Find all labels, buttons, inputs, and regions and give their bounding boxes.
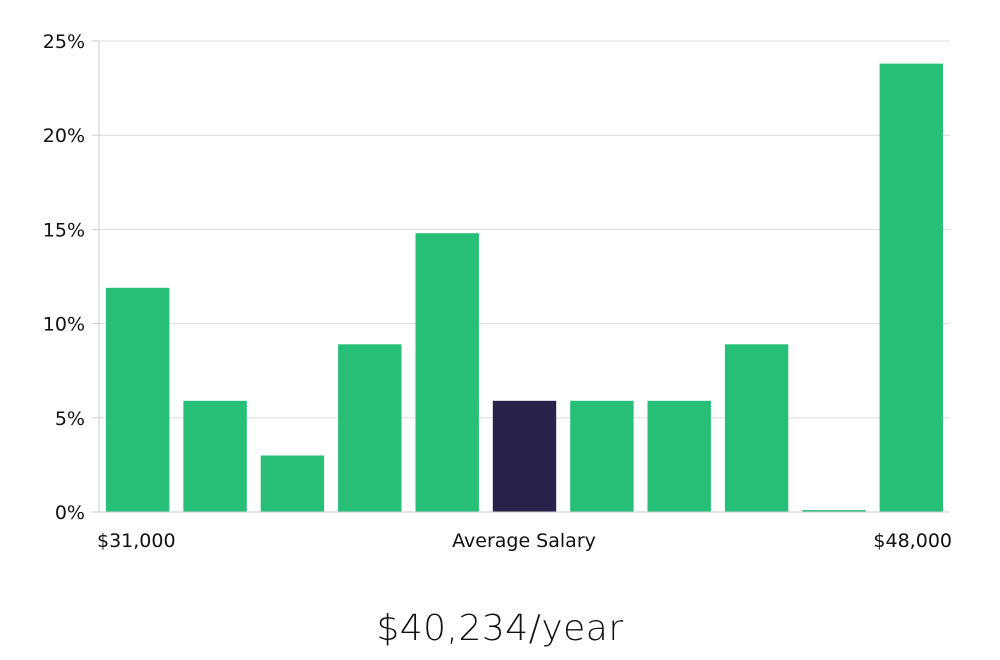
average-salary-value: $40,234/year	[376, 608, 624, 649]
y-tick-label: 0%	[55, 502, 85, 524]
bar	[570, 400, 634, 512]
y-tick-label: 10%	[43, 314, 85, 336]
y-tick-label: 20%	[43, 125, 85, 147]
bar	[106, 287, 170, 512]
bar	[338, 344, 402, 512]
bar	[183, 400, 247, 512]
x-center-label: Average Salary	[452, 530, 596, 552]
bar	[647, 400, 711, 512]
y-tick-label: 5%	[55, 408, 85, 430]
y-axis: 0% 5% 10% 15% 20% 25%	[43, 31, 99, 524]
x-right-label: $48,000	[873, 530, 952, 552]
bar	[415, 233, 479, 512]
bar	[724, 344, 789, 512]
x-left-label: $31,000	[97, 530, 176, 552]
y-tick-label: 25%	[43, 31, 85, 53]
bar	[802, 510, 866, 512]
grid-layer	[99, 40, 950, 419]
bar	[879, 63, 943, 512]
y-tick-label: 15%	[43, 219, 85, 241]
bar	[260, 455, 325, 512]
bars	[106, 63, 943, 512]
bar-average-salary	[492, 400, 557, 512]
